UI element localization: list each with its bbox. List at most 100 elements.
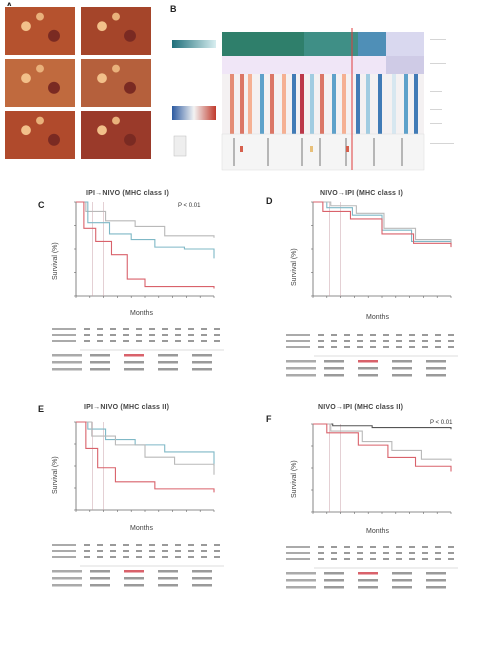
stats-cell — [392, 586, 412, 589]
risk-cell — [136, 550, 142, 552]
panel-f-label: F — [266, 414, 272, 424]
risk-cell — [435, 340, 441, 342]
survival-curve — [76, 201, 215, 259]
heatmap-column — [392, 74, 396, 134]
stats-cell — [358, 586, 378, 589]
risk-cell — [396, 552, 402, 554]
risk-cell — [201, 550, 207, 552]
risk-cell — [214, 556, 220, 558]
survival-curve — [76, 201, 215, 289]
stats-cell — [124, 368, 144, 371]
risk-row-label — [52, 334, 76, 336]
stats-cell — [124, 577, 144, 580]
heatmap-column — [320, 74, 324, 134]
risk-cell — [331, 546, 337, 548]
panel-d-ylabel: Survival (%) — [291, 248, 298, 286]
stats-cell — [90, 584, 110, 587]
heatmap-column — [332, 74, 336, 134]
risk-cell — [110, 340, 116, 342]
risk-row-label — [286, 558, 310, 560]
risk-cell — [318, 552, 324, 554]
risk-row-label — [286, 346, 310, 348]
risk-cell — [188, 334, 194, 336]
stats-cell — [426, 360, 446, 363]
survival-curve — [313, 201, 452, 244]
risk-cell — [396, 340, 402, 342]
risk-cell — [136, 328, 142, 330]
risk-cell — [84, 544, 90, 546]
heatmap-column — [378, 74, 382, 134]
panel-e-ylabel: Survival (%) — [52, 456, 59, 494]
risk-cell — [175, 328, 181, 330]
risk-cell — [97, 328, 103, 330]
heatmap-header: 53 samples — [310, 18, 336, 24]
stats-cell — [426, 579, 446, 582]
risk-cell — [435, 346, 441, 348]
risk-cell — [422, 346, 428, 348]
risk-cell — [110, 544, 116, 546]
annotation-mark — [240, 146, 243, 152]
risk-cell — [331, 558, 337, 560]
risk-cell — [84, 328, 90, 330]
risk-cell — [344, 546, 350, 548]
ihc-tile-a3 — [4, 58, 76, 108]
panel-c-pvalue: P < 0.01 — [178, 203, 201, 209]
stats-cell — [324, 586, 344, 589]
risk-cell — [422, 552, 428, 554]
heatmap-column — [230, 74, 234, 134]
risk-cell — [357, 346, 363, 348]
survival-curve — [313, 201, 452, 246]
stats-row-label — [286, 572, 316, 575]
risk-cell — [409, 334, 415, 336]
risk-cell — [110, 334, 116, 336]
stats-cell — [392, 579, 412, 582]
panel-f-risk-table — [286, 546, 458, 589]
heatmap-column — [282, 74, 286, 134]
stats-row-label — [286, 360, 316, 363]
heatmap-row-label: ——— — [430, 106, 442, 111]
risk-cell — [84, 550, 90, 552]
panel-c-label: C — [38, 200, 45, 210]
risk-cell — [201, 334, 207, 336]
stats-cell — [192, 577, 212, 580]
risk-cell — [188, 328, 194, 330]
risk-cell — [396, 334, 402, 336]
stats-cell — [90, 577, 110, 580]
stats-cell — [158, 354, 178, 357]
stats-row-label — [286, 367, 316, 370]
panel-c-title: IPI→NIVO (MHC class I) — [86, 190, 169, 197]
risk-cell — [214, 328, 220, 330]
risk-cell — [435, 334, 441, 336]
stats-cell — [358, 367, 378, 370]
stats-row-label — [286, 374, 316, 377]
risk-cell — [149, 334, 155, 336]
risk-row-label — [286, 334, 310, 336]
risk-cell — [175, 556, 181, 558]
risk-cell — [175, 334, 181, 336]
risk-cell — [149, 556, 155, 558]
risk-cell — [149, 544, 155, 546]
heatmap-row-label: ———— — [430, 36, 446, 41]
risk-cell — [188, 340, 194, 342]
risk-cell — [448, 552, 454, 554]
risk-cell — [110, 556, 116, 558]
risk-cell — [201, 544, 207, 546]
risk-cell — [396, 546, 402, 548]
risk-cell — [123, 544, 129, 546]
panel-e-label: E — [38, 404, 45, 414]
heatmap-figure — [172, 28, 425, 171]
risk-cell — [318, 334, 324, 336]
stats-row-label — [52, 368, 82, 371]
risk-cell — [344, 346, 350, 348]
risk-cell — [357, 546, 363, 548]
risk-cell — [396, 346, 402, 348]
panel-d-km-plot — [311, 201, 452, 298]
stats-row-label — [52, 584, 82, 587]
stats-cell — [158, 368, 178, 371]
risk-cell — [318, 346, 324, 348]
risk-cell — [344, 552, 350, 554]
risk-row-label — [52, 544, 76, 546]
panel-d-xlabel: Months — [366, 314, 389, 321]
heatmap-row-label: ——— — [430, 88, 442, 93]
risk-cell — [422, 546, 428, 548]
